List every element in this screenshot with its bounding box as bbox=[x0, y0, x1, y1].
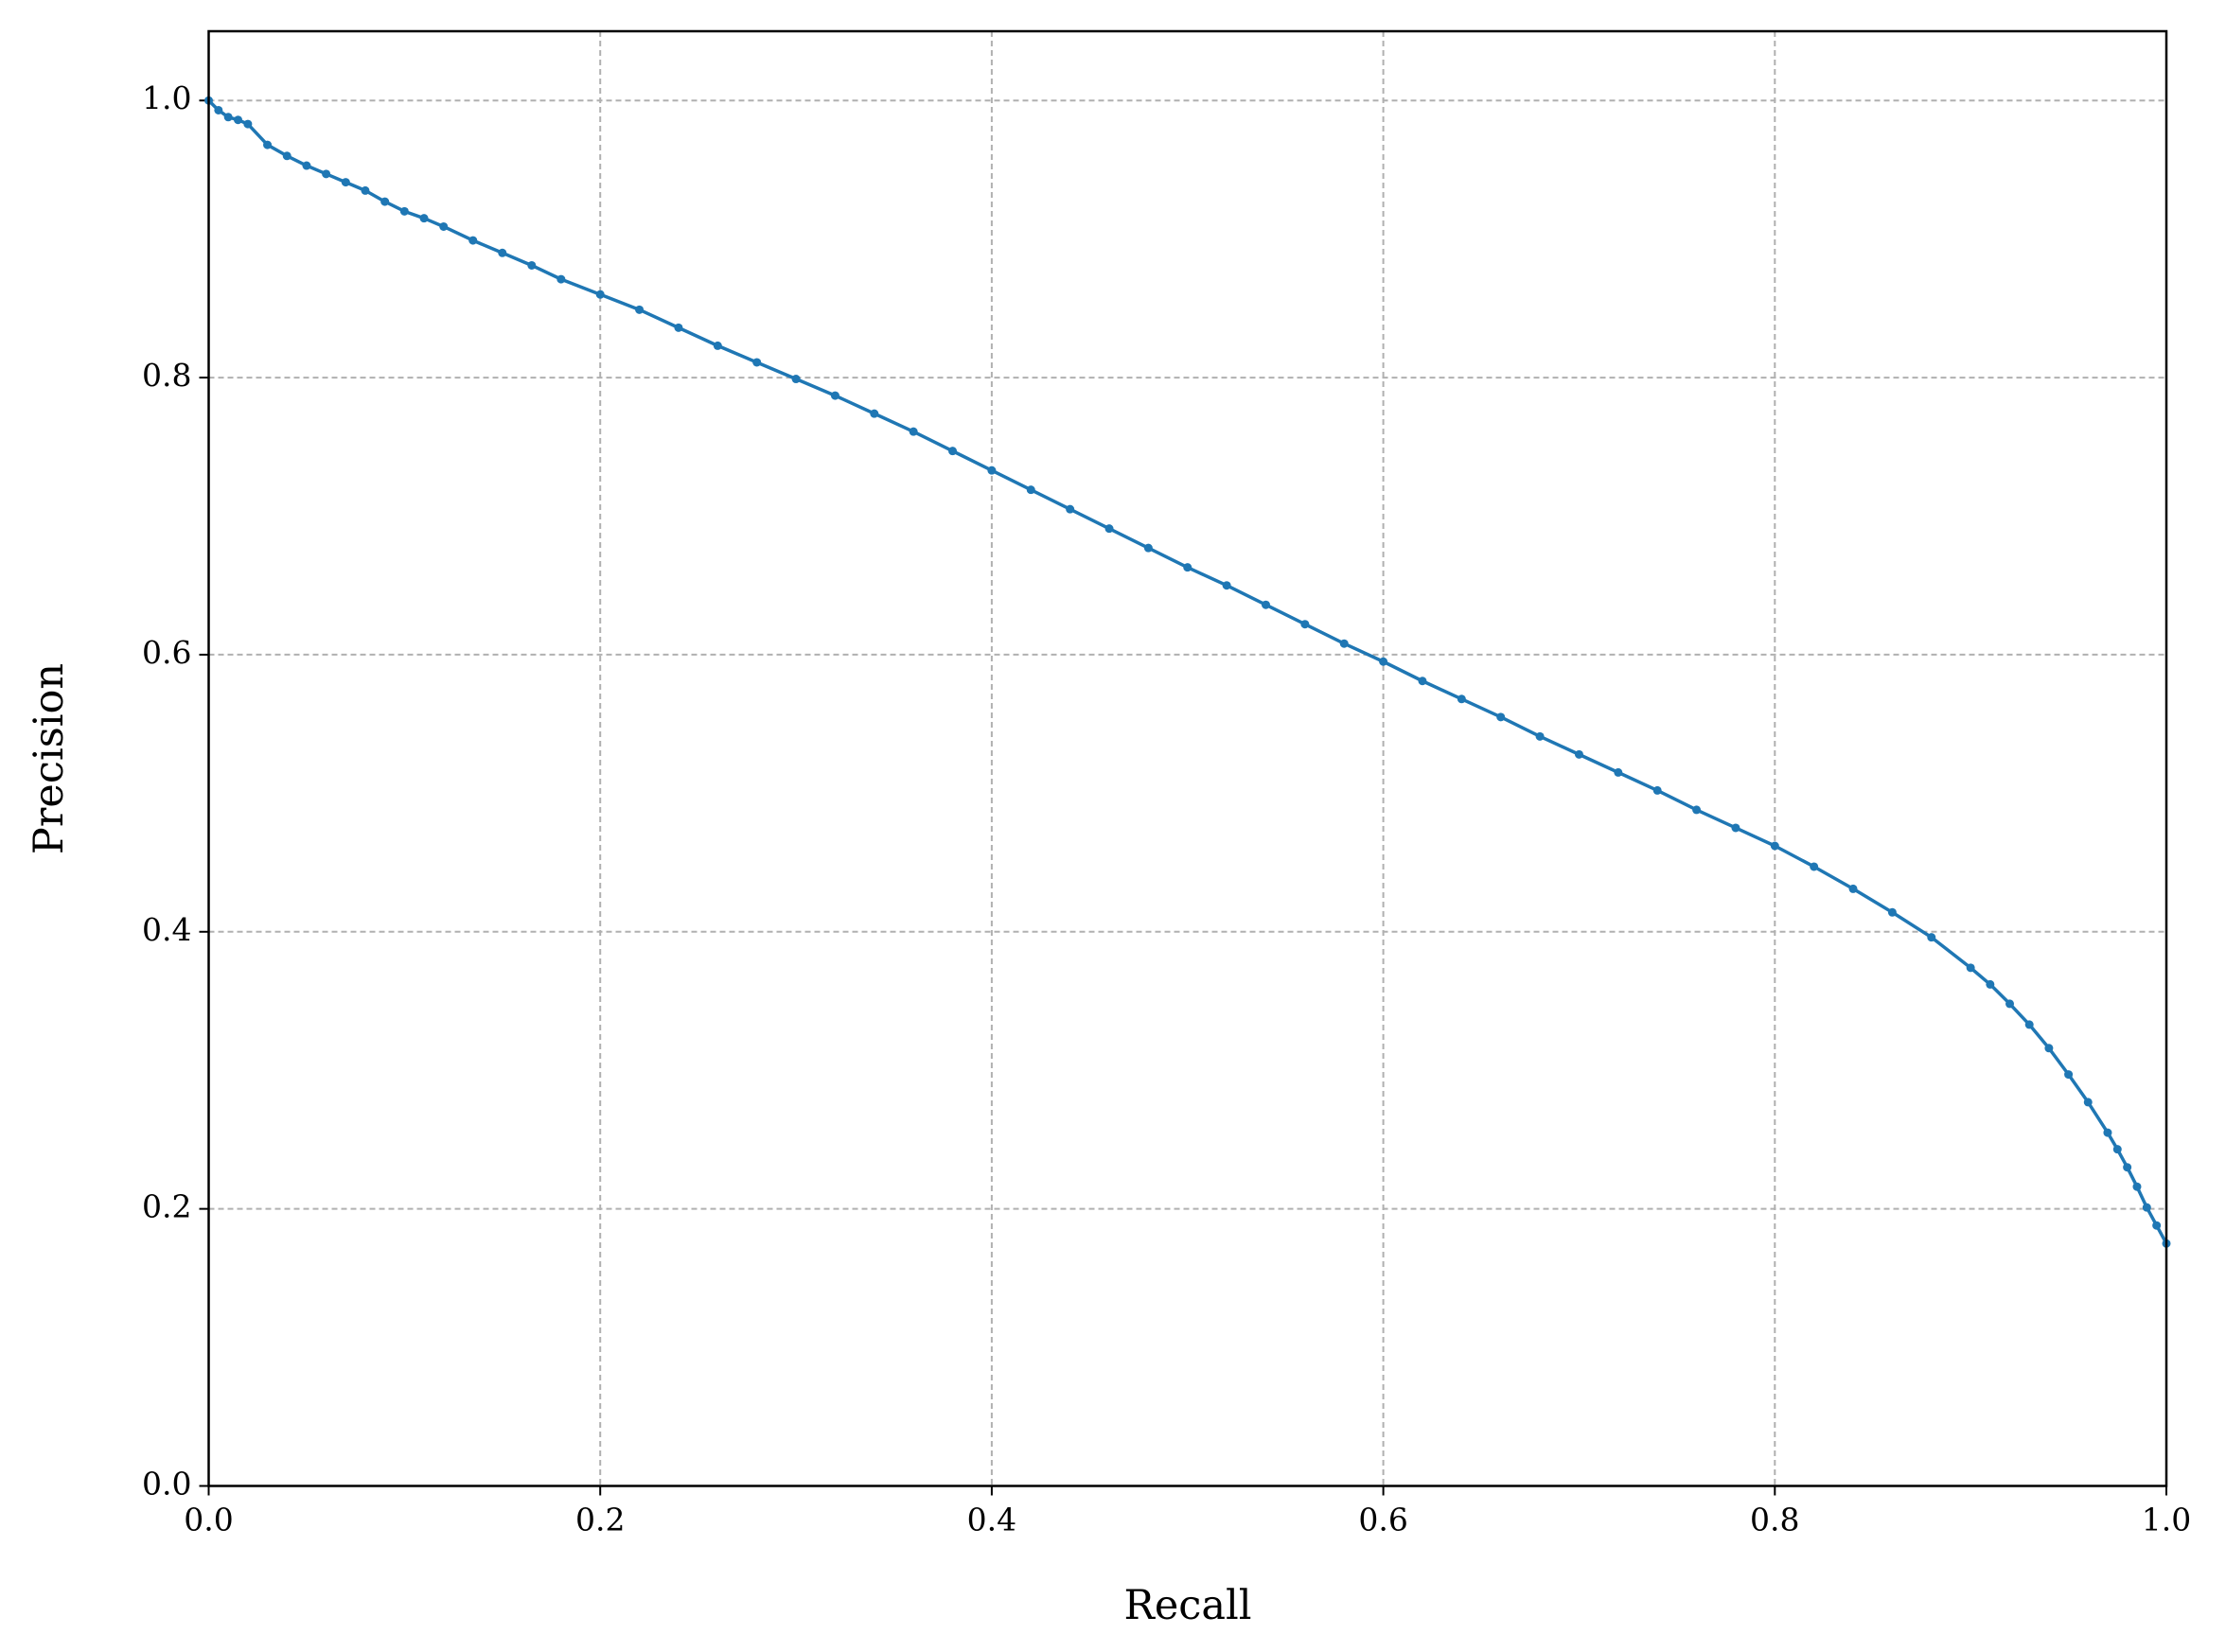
marker bbox=[498, 248, 507, 257]
marker bbox=[595, 290, 605, 299]
marker bbox=[1614, 767, 1623, 777]
marker bbox=[791, 375, 801, 384]
x-tick-label: 0.8 bbox=[1750, 1502, 1799, 1538]
y-axis-label: Precision bbox=[26, 663, 73, 854]
marker bbox=[1300, 620, 1310, 629]
marker bbox=[1848, 884, 1858, 893]
marker bbox=[2005, 999, 2015, 1009]
marker bbox=[1339, 639, 1349, 648]
x-tick-label: 0.2 bbox=[575, 1502, 625, 1538]
marker bbox=[674, 323, 683, 332]
y-tick-label: 0.8 bbox=[142, 357, 191, 394]
marker bbox=[948, 447, 958, 456]
marker bbox=[909, 427, 918, 436]
marker bbox=[713, 341, 722, 350]
marker bbox=[1104, 524, 1114, 534]
marker bbox=[2044, 1044, 2054, 1053]
marker bbox=[1770, 841, 1779, 851]
plot-frame bbox=[207, 29, 2168, 1487]
marker bbox=[556, 274, 566, 284]
marker bbox=[302, 161, 311, 170]
marker bbox=[2142, 1203, 2151, 1212]
marker bbox=[987, 466, 997, 475]
marker bbox=[419, 214, 429, 223]
marker bbox=[1457, 694, 1466, 704]
marker bbox=[635, 305, 645, 314]
marker bbox=[1066, 504, 1075, 514]
marker bbox=[752, 358, 762, 367]
x-tick-label: 0.0 bbox=[184, 1502, 233, 1538]
marker bbox=[234, 115, 243, 125]
marker bbox=[1418, 677, 1427, 686]
marker bbox=[1810, 862, 1819, 871]
marker bbox=[439, 221, 449, 231]
marker bbox=[361, 185, 370, 195]
marker bbox=[2024, 1020, 2034, 1029]
marker bbox=[214, 105, 223, 114]
marker bbox=[2132, 1182, 2142, 1191]
marker bbox=[2152, 1221, 2162, 1230]
marker bbox=[243, 119, 253, 129]
x-tick-label: 0.6 bbox=[1358, 1502, 1407, 1538]
marker bbox=[830, 391, 839, 400]
marker bbox=[1887, 907, 1897, 917]
marker bbox=[341, 178, 350, 187]
marker bbox=[2064, 1070, 2074, 1080]
marker bbox=[1692, 805, 1702, 815]
marker bbox=[2083, 1098, 2093, 1107]
marker bbox=[468, 236, 478, 245]
y-tick-label: 0.6 bbox=[142, 634, 191, 671]
marker bbox=[1261, 600, 1270, 609]
marker bbox=[380, 197, 390, 206]
marker bbox=[527, 260, 537, 270]
marker bbox=[1496, 712, 1506, 722]
marker bbox=[263, 140, 273, 149]
marker bbox=[1143, 543, 1153, 553]
y-tick-label: 0.2 bbox=[142, 1188, 191, 1225]
marker bbox=[2112, 1145, 2122, 1154]
marker bbox=[1379, 657, 1388, 666]
x-axis-label: Recall bbox=[1123, 1582, 1251, 1629]
x-tick-label: 0.4 bbox=[967, 1502, 1016, 1538]
marker bbox=[1535, 731, 1545, 741]
marker bbox=[2123, 1163, 2132, 1172]
marker bbox=[1222, 581, 1231, 590]
marker bbox=[1574, 749, 1583, 759]
marker bbox=[870, 409, 879, 418]
marker bbox=[322, 169, 331, 179]
marker bbox=[1652, 785, 1662, 795]
marker bbox=[2103, 1128, 2112, 1137]
marker bbox=[282, 151, 292, 161]
y-tick-label: 0.0 bbox=[142, 1466, 191, 1503]
marker bbox=[1731, 823, 1740, 833]
marker bbox=[1183, 563, 1192, 572]
y-tick-label: 0.4 bbox=[142, 911, 191, 948]
marker bbox=[1026, 485, 1035, 495]
y-tick-label: 1.0 bbox=[142, 79, 191, 116]
marker bbox=[223, 113, 233, 122]
marker bbox=[1927, 933, 1936, 942]
line bbox=[207, 98, 2168, 1245]
marker bbox=[1966, 963, 1975, 973]
marker bbox=[1986, 979, 1995, 989]
marker bbox=[399, 206, 409, 216]
x-tick-label: 1.0 bbox=[2142, 1502, 2191, 1538]
